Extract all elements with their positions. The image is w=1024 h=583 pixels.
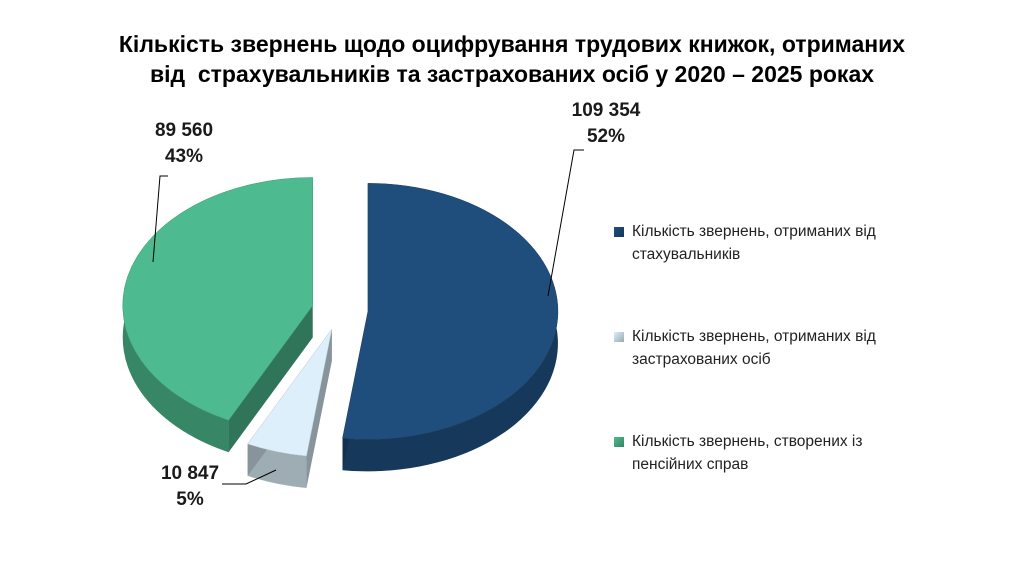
legend-marker [614, 437, 624, 447]
percent-label: 43% [165, 146, 203, 167]
slice-face [228, 305, 313, 453]
legend-marker [614, 332, 624, 342]
slice-wall [342, 183, 558, 472]
data-label: 10 847 [161, 463, 219, 484]
legend-label: Кількість звернень, створених із пенсійн… [632, 433, 863, 473]
pie-slice [122, 177, 313, 421]
chart-title: від страхувальників та застрахованих осі… [150, 61, 874, 87]
legend-label: Кількість звернень, отриманих від стахув… [632, 223, 876, 263]
slice-tops [122, 177, 559, 457]
pie-slice [247, 328, 333, 457]
data-label: 89 560 [155, 120, 213, 141]
percent-label: 52% [587, 126, 625, 147]
leader-line [547, 149, 584, 297]
data-label: 109 354 [572, 100, 641, 121]
chart-title: Кількість звернень щодо оцифрування труд… [119, 31, 905, 57]
percent-label: 5% [176, 489, 204, 510]
pie-slice [342, 183, 559, 440]
legend-marker [614, 227, 624, 237]
leader-line [152, 175, 168, 263]
legend-label: Кількість звернень, отриманих від застра… [632, 328, 876, 368]
leader-line [222, 469, 277, 485]
